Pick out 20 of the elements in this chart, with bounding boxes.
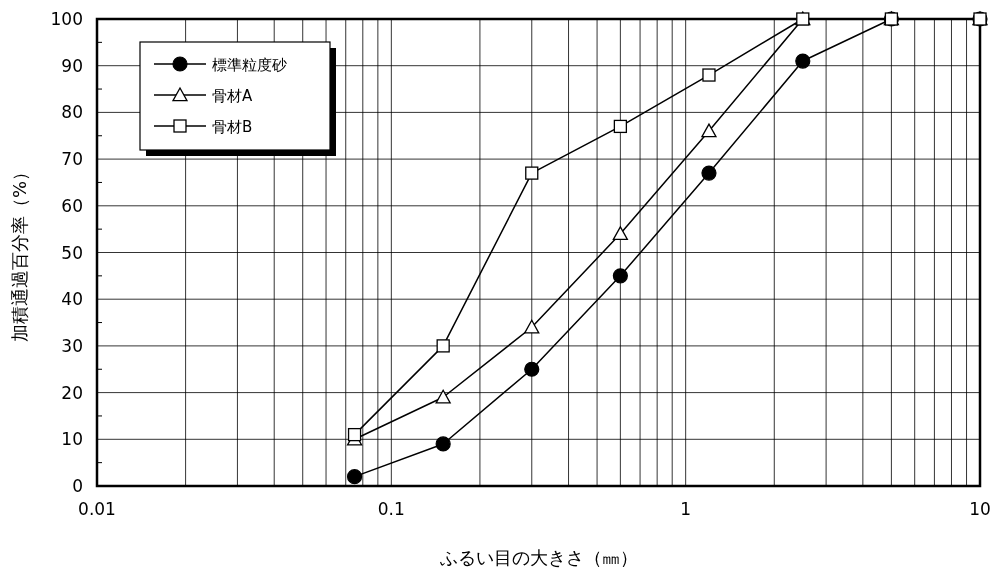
y-tick-label: 90 (61, 55, 83, 76)
x-tick-label: 1 (680, 499, 692, 519)
legend-label: 骨材B (212, 118, 253, 136)
y-tick-label: 40 (61, 289, 83, 310)
y-tick-label: 20 (61, 382, 83, 403)
y-tick-label: 50 (61, 242, 83, 263)
y-tick-label: 80 (61, 102, 83, 123)
y-axis-title: 加積通過百分率（%） (9, 162, 30, 343)
y-tick-label: 60 (61, 195, 83, 216)
x-tick-label: 0.1 (377, 499, 405, 519)
y-tick-label: 0 (72, 476, 83, 496)
legend-label: 標準粒度砂 (212, 56, 287, 74)
x-tick-label: 0.01 (78, 499, 116, 519)
y-tick-label: 100 (50, 9, 83, 29)
x-axis-title: ふるい目の大きさ（㎜） (438, 547, 638, 568)
x-tick-label: 10 (969, 499, 991, 519)
legend-label: 骨材A (212, 87, 253, 105)
y-tick-label: 10 (61, 429, 83, 450)
y-tick-label: 30 (61, 335, 83, 356)
y-tick-label: 70 (61, 149, 83, 170)
